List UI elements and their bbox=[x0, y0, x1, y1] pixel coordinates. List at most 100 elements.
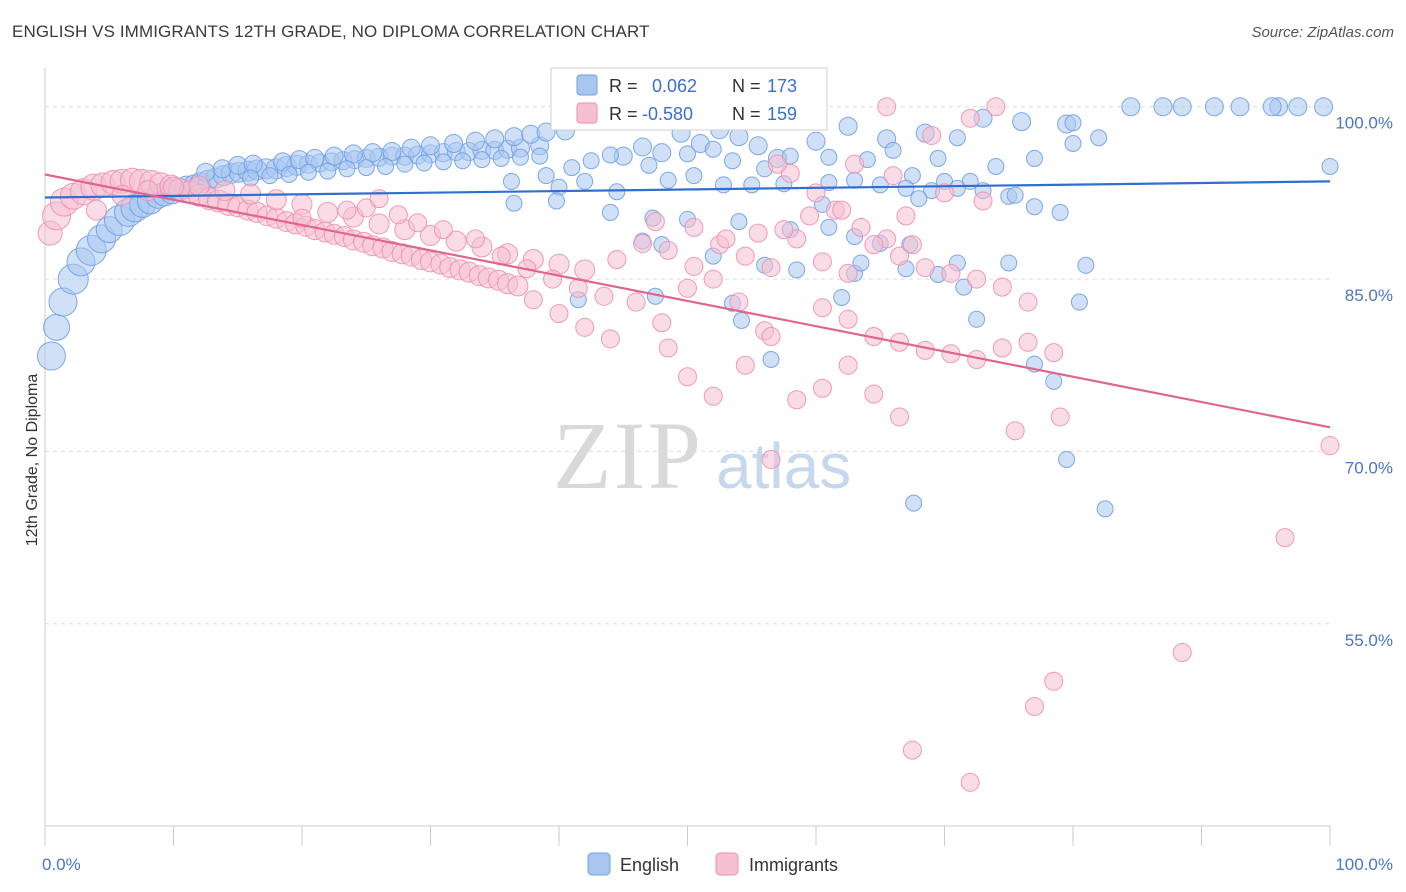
immigrants-point bbox=[787, 229, 807, 249]
immigrants-point bbox=[433, 220, 453, 240]
english-point bbox=[511, 148, 529, 166]
immigrants-point bbox=[761, 258, 781, 278]
immigrants-point bbox=[800, 206, 820, 226]
english-point bbox=[838, 116, 858, 136]
y-tick-label: 85.0% bbox=[1345, 286, 1393, 305]
legend-swatch-english bbox=[576, 74, 598, 96]
immigrants-point bbox=[960, 772, 980, 792]
chart-title: ENGLISH VS IMMIGRANTS 12TH GRADE, NO DIP… bbox=[12, 22, 650, 41]
english-point bbox=[987, 157, 1005, 175]
immigrants-point bbox=[684, 256, 704, 276]
english-point bbox=[576, 172, 594, 190]
english-point bbox=[492, 149, 510, 167]
english-point bbox=[465, 131, 485, 151]
english-point bbox=[1230, 97, 1250, 117]
immigrants-point bbox=[915, 258, 935, 278]
immigrants-point bbox=[780, 163, 800, 183]
immigrants-point bbox=[1044, 671, 1064, 691]
immigrants-point bbox=[633, 233, 653, 253]
english-point bbox=[444, 133, 464, 153]
english-point bbox=[299, 163, 317, 181]
immigrants-point bbox=[684, 217, 704, 237]
english-point bbox=[1045, 372, 1063, 390]
english-point bbox=[1096, 500, 1114, 518]
immigrants-point bbox=[1050, 407, 1070, 427]
english-point bbox=[929, 149, 947, 167]
immigrants-point bbox=[883, 166, 903, 186]
immigrants-point bbox=[973, 191, 993, 211]
english-point bbox=[910, 190, 928, 208]
legend-r-value-immigrants: -0.580 bbox=[642, 104, 693, 124]
immigrants-point bbox=[368, 213, 390, 235]
legend-swatch-immigrants bbox=[576, 102, 598, 124]
immigrants-point bbox=[388, 205, 408, 225]
english-point bbox=[905, 494, 923, 512]
immigrants-point bbox=[594, 286, 614, 306]
bottom-legend-label-english: English bbox=[620, 855, 679, 875]
immigrants-point bbox=[960, 108, 980, 128]
series-english-points bbox=[36, 97, 1339, 518]
immigrants-point bbox=[465, 229, 485, 249]
immigrants-point bbox=[864, 384, 884, 404]
legend-r-value-english: 0.062 bbox=[652, 76, 697, 96]
english-point bbox=[730, 213, 748, 231]
legend-r-label-english: R = bbox=[609, 76, 638, 96]
immigrants-point bbox=[902, 740, 922, 760]
english-point bbox=[377, 157, 395, 175]
english-trend-line bbox=[44, 180, 1331, 199]
immigrants-point bbox=[163, 176, 184, 198]
immigrants-point bbox=[761, 327, 781, 347]
y-tick-labels: 100.0% 85.0% 70.0% 55.0% bbox=[1335, 114, 1393, 650]
immigrants-point bbox=[935, 183, 954, 203]
english-point bbox=[1077, 256, 1095, 274]
english-point bbox=[537, 167, 555, 185]
english-point bbox=[363, 143, 383, 163]
english-point bbox=[788, 261, 806, 279]
immigrants-point bbox=[716, 229, 736, 249]
english-point bbox=[319, 162, 337, 180]
series-immigrants-points bbox=[37, 97, 1340, 792]
english-point bbox=[485, 129, 505, 149]
chart-source: Source: ZipAtlas.com bbox=[1251, 24, 1394, 41]
english-point bbox=[897, 179, 915, 197]
english-point bbox=[1012, 112, 1032, 132]
english-point bbox=[280, 166, 298, 184]
english-point bbox=[723, 152, 741, 170]
immigrants-point bbox=[523, 290, 543, 310]
english-point bbox=[261, 167, 279, 185]
english-point bbox=[1000, 254, 1018, 272]
immigrants-point bbox=[575, 317, 595, 337]
immigrants-point bbox=[265, 189, 287, 211]
english-point bbox=[1058, 450, 1076, 468]
english-point bbox=[1172, 97, 1192, 117]
immigrants-point bbox=[678, 278, 697, 298]
english-point bbox=[421, 136, 440, 156]
x-tick-label: 100.0% bbox=[1335, 855, 1393, 874]
english-point bbox=[871, 176, 889, 194]
english-point bbox=[454, 152, 472, 170]
immigrants-point bbox=[214, 180, 236, 202]
english-point bbox=[608, 183, 626, 201]
english-point bbox=[547, 192, 565, 210]
y-tick-label: 100.0% bbox=[1335, 114, 1393, 133]
immigrants-point bbox=[767, 154, 787, 174]
immigrants-point bbox=[1005, 421, 1025, 441]
immigrants-point bbox=[188, 175, 210, 197]
y-tick-label: 70.0% bbox=[1345, 458, 1393, 477]
english-point bbox=[1064, 134, 1082, 152]
immigrants-point bbox=[645, 212, 665, 232]
immigrants-point bbox=[337, 200, 357, 220]
immigrants-point bbox=[845, 154, 865, 174]
immigrants-point bbox=[729, 292, 749, 312]
immigrants-point bbox=[915, 340, 935, 360]
immigrants-point bbox=[986, 97, 1006, 117]
immigrants-trend-line bbox=[44, 173, 1331, 429]
english-point bbox=[1321, 157, 1339, 175]
english-point bbox=[401, 138, 421, 158]
immigrants-point bbox=[137, 180, 159, 202]
immigrants-point bbox=[600, 329, 620, 349]
immigrants-point bbox=[1320, 436, 1340, 456]
english-point bbox=[212, 159, 232, 179]
immigrants-point bbox=[703, 386, 723, 406]
legend-n-label-immigrants: N = bbox=[732, 104, 761, 124]
